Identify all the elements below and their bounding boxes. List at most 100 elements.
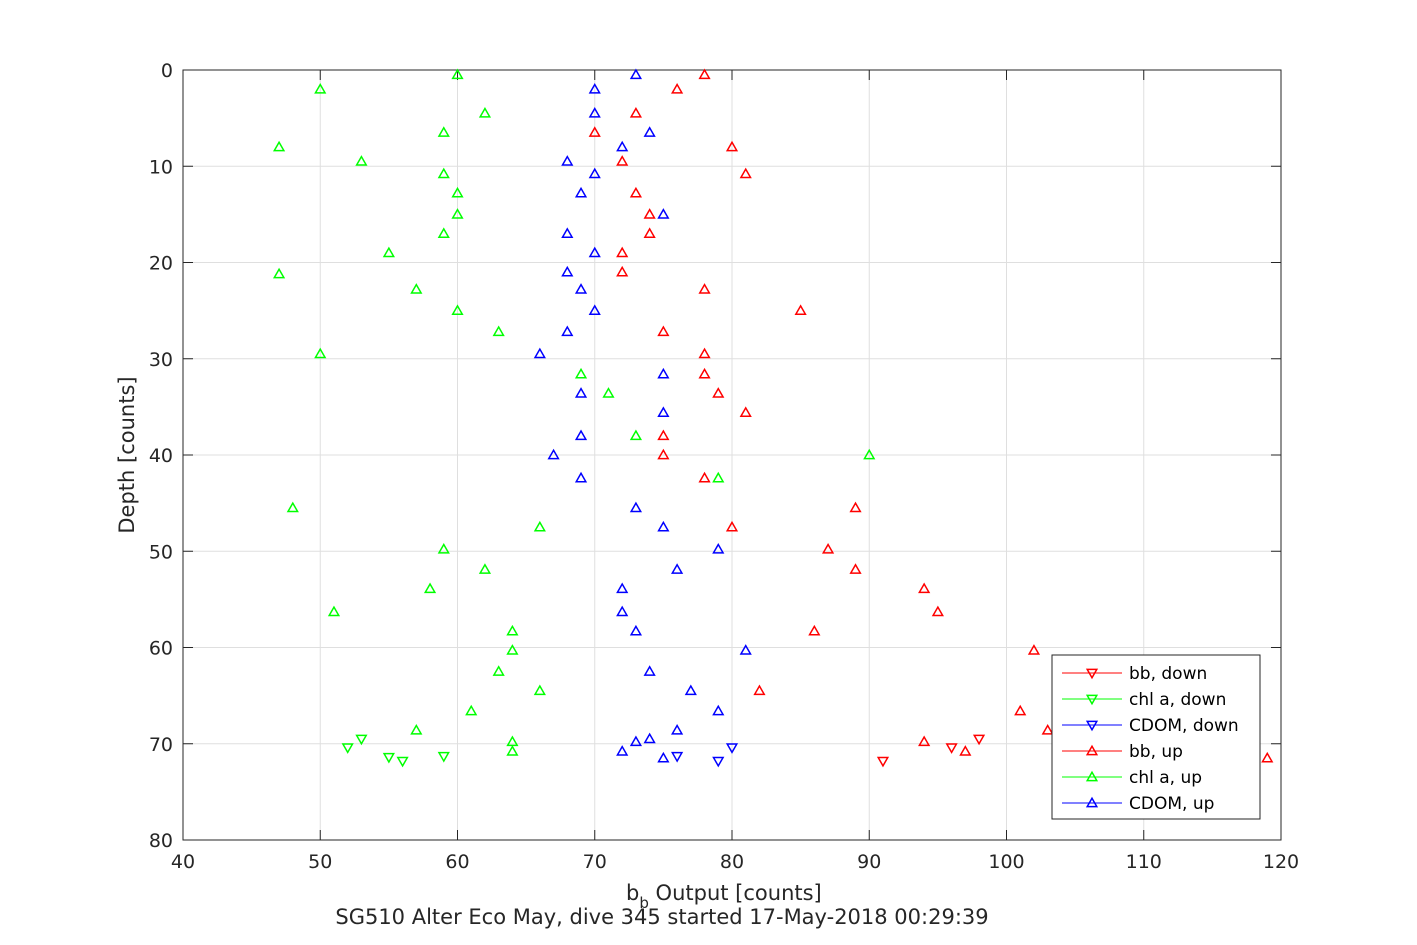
data-point <box>616 155 629 166</box>
data-point <box>657 429 670 441</box>
data-point <box>588 304 601 315</box>
data-point <box>561 325 574 337</box>
legend-item: chl a, down <box>1062 690 1226 710</box>
data-point <box>478 107 492 118</box>
legend-swatch-marker <box>1085 694 1099 706</box>
data-point <box>423 582 437 594</box>
data-point <box>725 743 739 754</box>
data-point <box>437 126 450 137</box>
data-point <box>341 743 354 754</box>
data-point <box>533 684 546 696</box>
data-point <box>588 82 601 94</box>
data-point <box>396 756 409 768</box>
data-point <box>712 471 725 483</box>
x-tick-label: 50 <box>308 851 332 873</box>
data-point <box>712 756 725 768</box>
data-point <box>712 704 725 716</box>
data-point <box>492 325 505 337</box>
data-point <box>588 126 601 137</box>
data-point <box>382 752 395 764</box>
y-tick-label: 40 <box>149 445 173 467</box>
legend-swatch-marker <box>1085 770 1099 782</box>
data-point <box>533 520 546 532</box>
data-point <box>629 186 643 198</box>
data-point <box>588 107 601 118</box>
data-point <box>739 167 752 179</box>
data-point <box>547 448 560 460</box>
data-point <box>739 644 752 655</box>
data-point <box>561 227 574 238</box>
data-point <box>616 265 629 277</box>
data-point <box>561 265 574 277</box>
data-point <box>698 471 711 483</box>
data-point <box>451 186 464 198</box>
data-point <box>821 543 835 554</box>
data-point <box>410 283 423 294</box>
data-point <box>506 644 519 655</box>
data-point <box>643 208 656 219</box>
data-point <box>876 756 890 768</box>
legend-swatch-marker <box>1085 720 1099 732</box>
data-point <box>355 155 368 166</box>
data-point <box>698 347 711 359</box>
data-point <box>451 304 464 315</box>
data-point <box>849 501 862 513</box>
series-chl-a-down <box>341 734 450 768</box>
data-point <box>1041 723 1054 735</box>
data-point <box>272 140 286 152</box>
data-point <box>314 82 327 94</box>
data-point <box>698 367 711 379</box>
data-point <box>712 387 725 398</box>
data-point <box>684 684 697 696</box>
data-point <box>506 624 519 636</box>
data-point <box>918 735 931 747</box>
data-point <box>382 246 395 258</box>
legend-swatch-marker <box>1085 668 1099 680</box>
data-point <box>657 208 670 219</box>
x-axis-label-subscript: b <box>639 894 649 912</box>
data-point <box>286 501 299 513</box>
series-bb-up <box>588 68 1274 763</box>
data-point <box>574 387 588 398</box>
data-point <box>657 520 670 532</box>
legend-label: chl a, up <box>1129 768 1202 788</box>
data-point <box>863 448 876 460</box>
data-point <box>739 406 752 417</box>
data-point <box>616 246 629 258</box>
series-cdom-up <box>533 68 752 763</box>
legend-swatch-marker <box>1085 796 1099 808</box>
legend-label: bb, up <box>1129 742 1183 762</box>
data-point <box>849 563 862 574</box>
x-axis-label-main: b <box>626 881 639 905</box>
data-point <box>506 745 519 756</box>
data-point <box>574 367 588 379</box>
data-point <box>629 624 643 636</box>
data-point <box>492 665 505 676</box>
data-point <box>629 429 643 441</box>
data-point <box>629 107 643 118</box>
data-point <box>437 227 450 238</box>
svg-text:bb Output [counts]: bb Output [counts] <box>626 881 822 912</box>
data-point <box>918 582 931 594</box>
data-point <box>945 743 958 754</box>
data-point <box>478 563 492 574</box>
data-point <box>657 448 670 460</box>
data-point <box>931 605 944 617</box>
y-tick-label: 0 <box>161 60 173 82</box>
legend-label: bb, down <box>1129 664 1207 684</box>
data-point <box>698 283 711 294</box>
legend-item: CDOM, down <box>1062 716 1239 736</box>
data-point <box>657 367 670 379</box>
x-tick-label: 110 <box>1126 851 1162 873</box>
legend-item: bb, down <box>1062 664 1207 684</box>
data-point <box>671 751 684 763</box>
series-chl-a-up <box>272 68 876 756</box>
data-point <box>1261 751 1274 763</box>
data-point <box>671 82 684 94</box>
data-point <box>1014 704 1027 716</box>
data-point <box>643 126 656 137</box>
data-point <box>451 68 464 80</box>
series-cdom-down <box>671 743 739 768</box>
data-point <box>629 735 643 747</box>
data-point <box>437 543 450 554</box>
